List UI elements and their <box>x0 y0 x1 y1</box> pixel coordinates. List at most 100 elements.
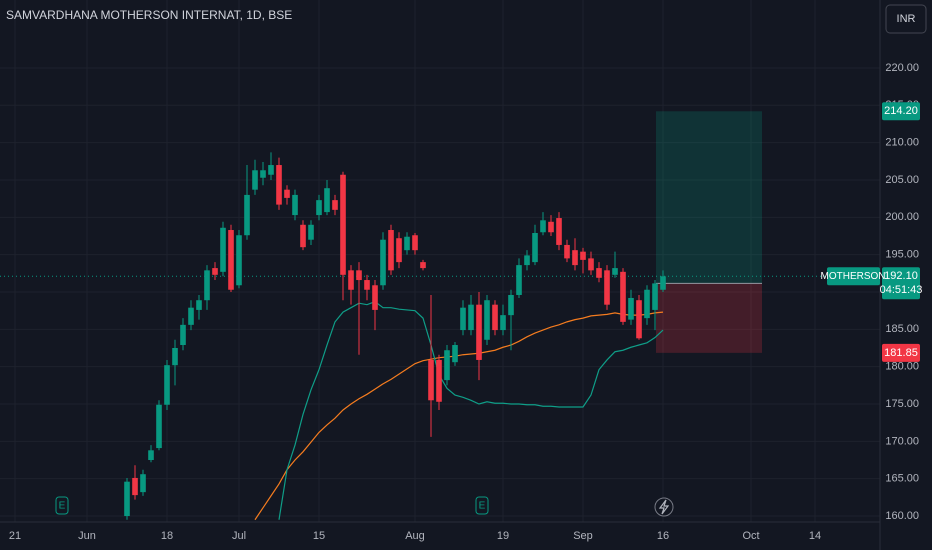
last-price-text: 192.10 <box>884 270 918 282</box>
candle-body <box>332 200 338 210</box>
event-marker-label: E <box>479 501 486 512</box>
candle-body <box>572 250 578 266</box>
candle-body <box>524 255 530 266</box>
y-tick-label: 220.00 <box>885 62 919 74</box>
last-price-tag <box>882 267 920 300</box>
x-tick-label: 21 <box>9 530 21 542</box>
candle-body <box>468 304 474 331</box>
candle-body <box>268 165 274 175</box>
candle-body <box>636 300 642 339</box>
candle-body <box>556 218 562 245</box>
profit-zone <box>656 111 762 284</box>
candle-body <box>612 268 618 275</box>
chart-title: SAMVARDHANA MOTHERSON INTERNAT, 1D, BSE <box>6 8 292 22</box>
candle-body <box>364 280 370 290</box>
candle-body <box>252 170 258 190</box>
candle-body <box>548 221 554 233</box>
candle-body <box>436 359 442 402</box>
candle-body <box>308 224 314 240</box>
dividend-icon[interactable] <box>654 497 674 517</box>
candle-body <box>132 477 138 496</box>
candle-body <box>532 232 538 263</box>
candle-body <box>140 474 146 493</box>
candle-body <box>396 238 402 263</box>
candle-body <box>428 359 434 401</box>
candle-body <box>316 200 322 216</box>
event-marker <box>475 496 489 515</box>
candle-body <box>444 350 450 381</box>
icon-bolt[interactable] <box>658 499 670 515</box>
x-tick-label: 18 <box>161 530 173 542</box>
loss-zone <box>656 283 762 353</box>
candle-body <box>644 289 650 319</box>
currency-button[interactable] <box>885 4 927 34</box>
x-tick-label: 19 <box>497 530 509 542</box>
candle-body <box>484 300 490 340</box>
stop-label-text: 181.85 <box>884 347 918 359</box>
target-label-text: 214.20 <box>884 105 918 117</box>
x-tick-label: Aug <box>405 530 425 542</box>
candle-body <box>148 450 154 461</box>
symbol-text: MOTHERSON <box>821 271 886 282</box>
candle-body <box>340 174 346 275</box>
y-tick-label: 185.00 <box>885 323 919 335</box>
y-tick-label: 175.00 <box>885 398 919 410</box>
candle-body <box>204 270 210 301</box>
target-label <box>882 102 920 121</box>
candle-body <box>620 271 626 322</box>
candle-body <box>212 268 218 275</box>
candle-body <box>420 262 426 269</box>
y-tick-label: 200.00 <box>885 211 919 223</box>
moving-average <box>254 311 664 521</box>
candle-body <box>172 348 178 366</box>
y-tick-label: 195.00 <box>885 249 919 261</box>
x-tick-label: Oct <box>742 530 759 542</box>
stop-label <box>882 343 920 362</box>
x-tick-label: 15 <box>313 530 325 542</box>
candle-body <box>596 268 602 278</box>
candle-body <box>356 270 362 281</box>
candle-body <box>492 304 498 331</box>
candle-body <box>156 404 162 449</box>
candle-body <box>476 304 482 360</box>
candle-body <box>284 189 290 198</box>
candle-body <box>196 300 202 310</box>
countdown-text: 04:51:43 <box>880 284 923 296</box>
candle-body <box>244 194 250 236</box>
candle-body <box>124 481 130 517</box>
x-tick-label: Jun <box>78 530 96 542</box>
candle-body <box>236 235 242 286</box>
candle-body <box>412 235 418 251</box>
y-tick-label: 205.00 <box>885 174 919 186</box>
candle-body <box>292 194 298 216</box>
candle-body <box>324 188 330 213</box>
candle-body <box>388 230 394 271</box>
axes: 160.00165.00170.00175.00180.00185.00190.… <box>9 62 923 542</box>
candle-body <box>628 297 634 320</box>
y-tick-label: 210.00 <box>885 137 919 149</box>
candle-body <box>508 294 514 316</box>
candle-body <box>460 307 466 331</box>
candle-body <box>276 165 282 205</box>
candle-body <box>516 265 522 295</box>
candle-body <box>164 365 170 405</box>
event-marker <box>55 496 69 515</box>
candle-body <box>660 276 666 290</box>
icon-circle[interactable] <box>654 497 674 517</box>
x-tick-label: Jul <box>232 530 246 542</box>
candle-body <box>348 270 354 290</box>
candle-body <box>652 283 658 310</box>
x-tick-label: Sep <box>573 530 593 542</box>
candle-body <box>404 236 410 251</box>
candle-body <box>260 170 266 178</box>
x-tick-label: 14 <box>809 530 821 542</box>
symbol-tag <box>827 267 880 286</box>
candle-body <box>564 244 570 259</box>
y-tick-label: 170.00 <box>885 435 919 447</box>
moving-average <box>278 301 664 520</box>
x-tick-label: 16 <box>657 530 669 542</box>
candle-body <box>372 285 378 310</box>
currency-label[interactable]: INR <box>897 13 916 25</box>
